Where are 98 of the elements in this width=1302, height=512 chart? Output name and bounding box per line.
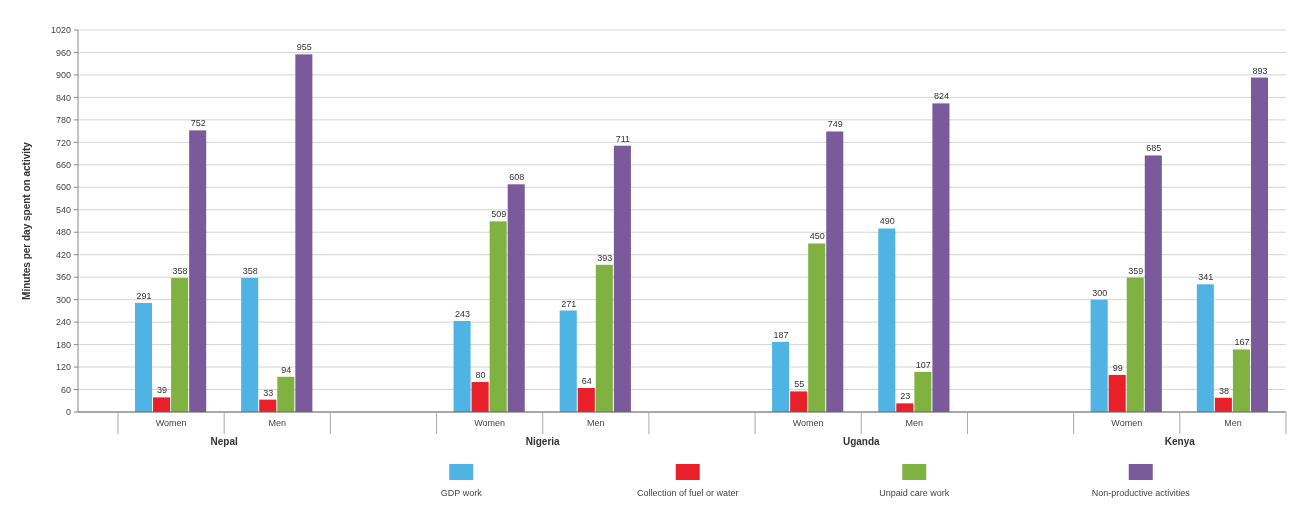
- x-tick-label: Women: [792, 418, 824, 428]
- y-tick-label: 660: [55, 159, 71, 170]
- y-tick-label: 480: [55, 227, 71, 238]
- bar: [878, 228, 896, 412]
- bar: [171, 277, 189, 412]
- y-tick-label: 300: [55, 294, 71, 305]
- y-tick-label: 180: [55, 339, 71, 350]
- data-label: 291: [136, 291, 152, 302]
- legend-label: Non-productive activities: [1091, 488, 1191, 498]
- bar: [277, 376, 295, 412]
- data-label: 271: [561, 298, 577, 309]
- bar: [772, 341, 790, 412]
- bar: [595, 264, 613, 412]
- bar: [1196, 284, 1214, 412]
- data-label: 341: [1198, 272, 1214, 283]
- data-label: 358: [242, 265, 258, 276]
- bar: [790, 391, 808, 412]
- bar: [489, 221, 507, 412]
- text: Uganda: [842, 436, 881, 447]
- data-label: 711: [615, 133, 631, 144]
- text: Nepal: [210, 436, 239, 447]
- data-label: 55: [794, 379, 805, 390]
- bar: [1214, 397, 1232, 412]
- bar: [932, 103, 950, 412]
- bar: [577, 388, 595, 412]
- y-tick-label: 720: [55, 137, 71, 148]
- data-label: 752: [190, 118, 206, 129]
- data-label: 358: [172, 265, 188, 276]
- data-label: 38: [1218, 385, 1229, 396]
- data-label: 243: [455, 308, 471, 319]
- y-axis-title: Minutes per day spent on activity: [21, 141, 32, 300]
- data-label: 300: [1092, 287, 1108, 298]
- bar: [914, 371, 932, 412]
- x-tick-label: Men: [268, 418, 287, 428]
- bar: [1126, 277, 1144, 412]
- data-label: 39: [157, 385, 168, 396]
- data-label: 608: [509, 172, 525, 183]
- bar: [1250, 77, 1269, 412]
- bar: [808, 243, 826, 412]
- bar: [241, 277, 259, 412]
- y-tick-label: 900: [55, 70, 71, 81]
- y-tick-label: 840: [55, 92, 71, 103]
- data-label: 64: [581, 376, 592, 387]
- data-label: 187: [773, 329, 789, 340]
- x-tick-label: Men: [905, 418, 924, 428]
- data-label: 99: [1112, 362, 1123, 373]
- bar: [134, 303, 153, 412]
- data-label: 749: [827, 119, 843, 130]
- bar: [295, 54, 313, 412]
- y-tick-label: 420: [55, 249, 71, 260]
- data-label: 94: [281, 364, 292, 375]
- bar: [189, 130, 207, 412]
- data-label: 824: [933, 91, 949, 102]
- bar: [896, 403, 914, 412]
- bar: [559, 310, 577, 412]
- text: Kenya: [1164, 436, 1196, 447]
- bar: [1144, 155, 1162, 412]
- data-label: 955: [296, 42, 312, 53]
- data-label: 450: [809, 231, 825, 242]
- data-label: 509: [491, 209, 507, 220]
- data-label: 393: [597, 252, 613, 263]
- y-tick-label: 120: [55, 362, 71, 373]
- data-label: 359: [1128, 265, 1144, 276]
- bar: [1108, 374, 1126, 412]
- data-label: 107: [915, 359, 931, 370]
- data-label: 80: [475, 370, 486, 381]
- bar: [471, 382, 489, 412]
- x-tick-label: Women: [474, 418, 506, 428]
- y-tick-label: 0: [65, 407, 71, 418]
- x-tick-label: Men: [1224, 418, 1242, 428]
- data-label: 893: [1252, 65, 1268, 76]
- data-label: 490: [879, 216, 895, 227]
- data-label: 167: [1234, 337, 1250, 348]
- data-label: 33: [263, 387, 274, 398]
- bar: [826, 131, 844, 412]
- y-tick-label: 600: [55, 182, 71, 193]
- y-tick-label: 1020: [50, 25, 71, 36]
- bar: [1232, 349, 1250, 412]
- text: Nigeria: [525, 436, 561, 447]
- y-tick-label: 960: [55, 47, 71, 58]
- y-tick-label: 60: [60, 384, 71, 395]
- bar: [453, 320, 471, 412]
- bar: [507, 184, 525, 412]
- legend-label: Unpaid care work: [879, 488, 950, 498]
- y-tick-label: 780: [55, 115, 71, 126]
- bar: [1090, 299, 1108, 412]
- bar: [613, 145, 631, 412]
- legend-label: GDP work: [440, 488, 483, 498]
- data-label: 685: [1146, 143, 1162, 154]
- x-tick-label: Women: [1111, 418, 1143, 428]
- y-tick-label: 240: [55, 317, 71, 328]
- data-label: 23: [900, 391, 911, 402]
- y-tick-label: 360: [55, 272, 71, 283]
- legend-label: Collection of fuel or water: [636, 488, 739, 498]
- y-tick-label: 540: [55, 204, 71, 215]
- x-tick-label: Men: [587, 418, 605, 428]
- bar: [153, 397, 171, 412]
- x-tick-label: Women: [155, 418, 187, 428]
